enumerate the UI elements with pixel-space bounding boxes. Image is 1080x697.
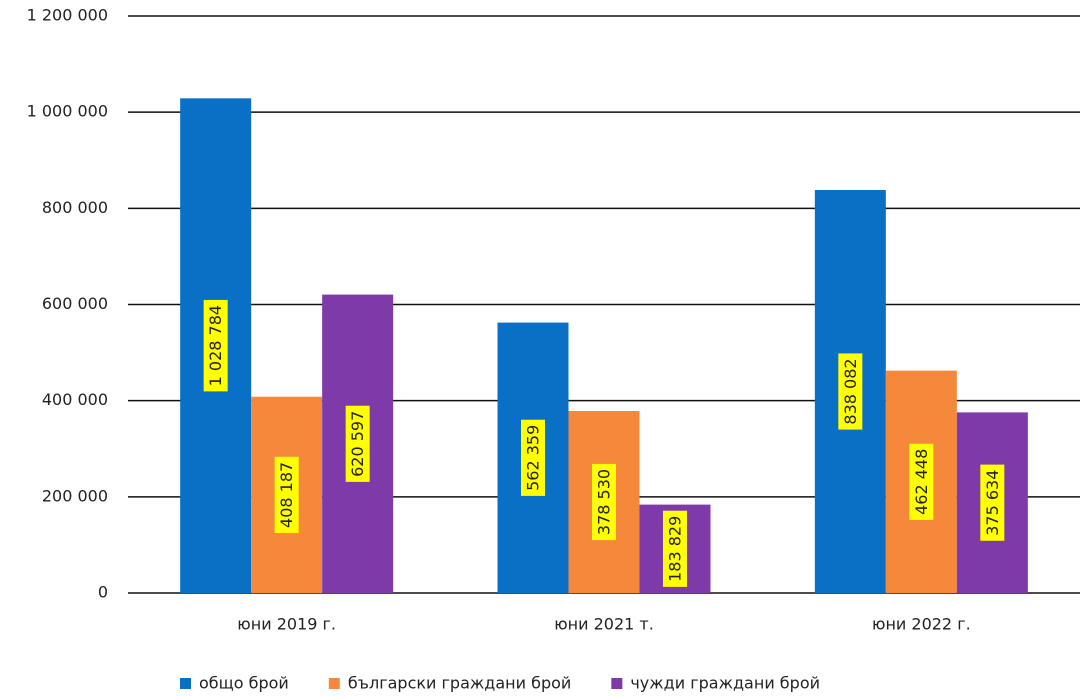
x-tick-label: юни 2019 г.	[237, 615, 336, 634]
x-tick-label: юни 2022 г.	[872, 615, 971, 634]
value-label-text: 562 359	[524, 425, 543, 491]
value-label: 620 597	[345, 405, 370, 482]
y-tick-label: 1 000 000	[27, 102, 108, 121]
value-label: 183 829	[663, 510, 687, 587]
value-label-text: 375 634	[983, 470, 1002, 536]
legend-label: български граждани брой	[348, 674, 572, 693]
legend-swatch	[180, 678, 191, 689]
x-tick-label: юни 2021 т.	[554, 615, 654, 634]
value-label-text: 378 530	[595, 469, 614, 535]
y-tick-label: 800 000	[42, 198, 108, 217]
legend-swatch	[328, 678, 340, 689]
value-label: 1 028 784	[203, 299, 228, 392]
legend-swatch	[611, 678, 623, 689]
value-label: 375 634	[980, 464, 1005, 541]
value-label-bg	[838, 353, 863, 430]
legend-label: чужди граждани брой	[630, 674, 820, 693]
value-label-text: 1 028 784	[206, 305, 225, 386]
x-tick-label-bg	[550, 612, 658, 638]
x-tick-label-bg	[233, 612, 341, 638]
y-tick-label: 0	[98, 583, 108, 602]
y-tick-label: 600 000	[42, 294, 108, 313]
value-label: 408 187	[274, 456, 299, 533]
x-tick: юни 2019 г.	[233, 612, 341, 638]
value-label-text: 838 082	[841, 358, 860, 424]
value-label-bg	[274, 456, 299, 533]
value-label: 378 530	[592, 463, 616, 541]
value-label-bg	[663, 510, 687, 587]
value-label: 562 359	[521, 419, 545, 496]
value-label-text: 462 448	[912, 449, 931, 515]
x-tick: юни 2021 т.	[550, 612, 658, 638]
y-tick-label: 200 000	[42, 486, 108, 505]
value-label-text: 183 829	[666, 516, 685, 582]
x-tick-label-bg	[867, 612, 975, 638]
value-label-bg	[203, 299, 228, 392]
value-label-text: 408 187	[277, 462, 296, 528]
value-label-bg	[592, 463, 616, 541]
y-tick-label: 1 200 000	[27, 6, 108, 25]
value-label-bg	[909, 443, 934, 520]
value-label: 838 082	[838, 353, 863, 430]
x-tick: юни 2022 г.	[867, 612, 975, 638]
value-label-bg	[345, 405, 370, 482]
value-label-text: 620 597	[348, 411, 367, 477]
value-label-bg	[980, 464, 1005, 541]
legend-label: общо брой	[199, 674, 289, 693]
y-tick-label: 400 000	[42, 390, 108, 409]
value-label: 462 448	[909, 443, 934, 520]
value-label-bg	[521, 419, 545, 496]
